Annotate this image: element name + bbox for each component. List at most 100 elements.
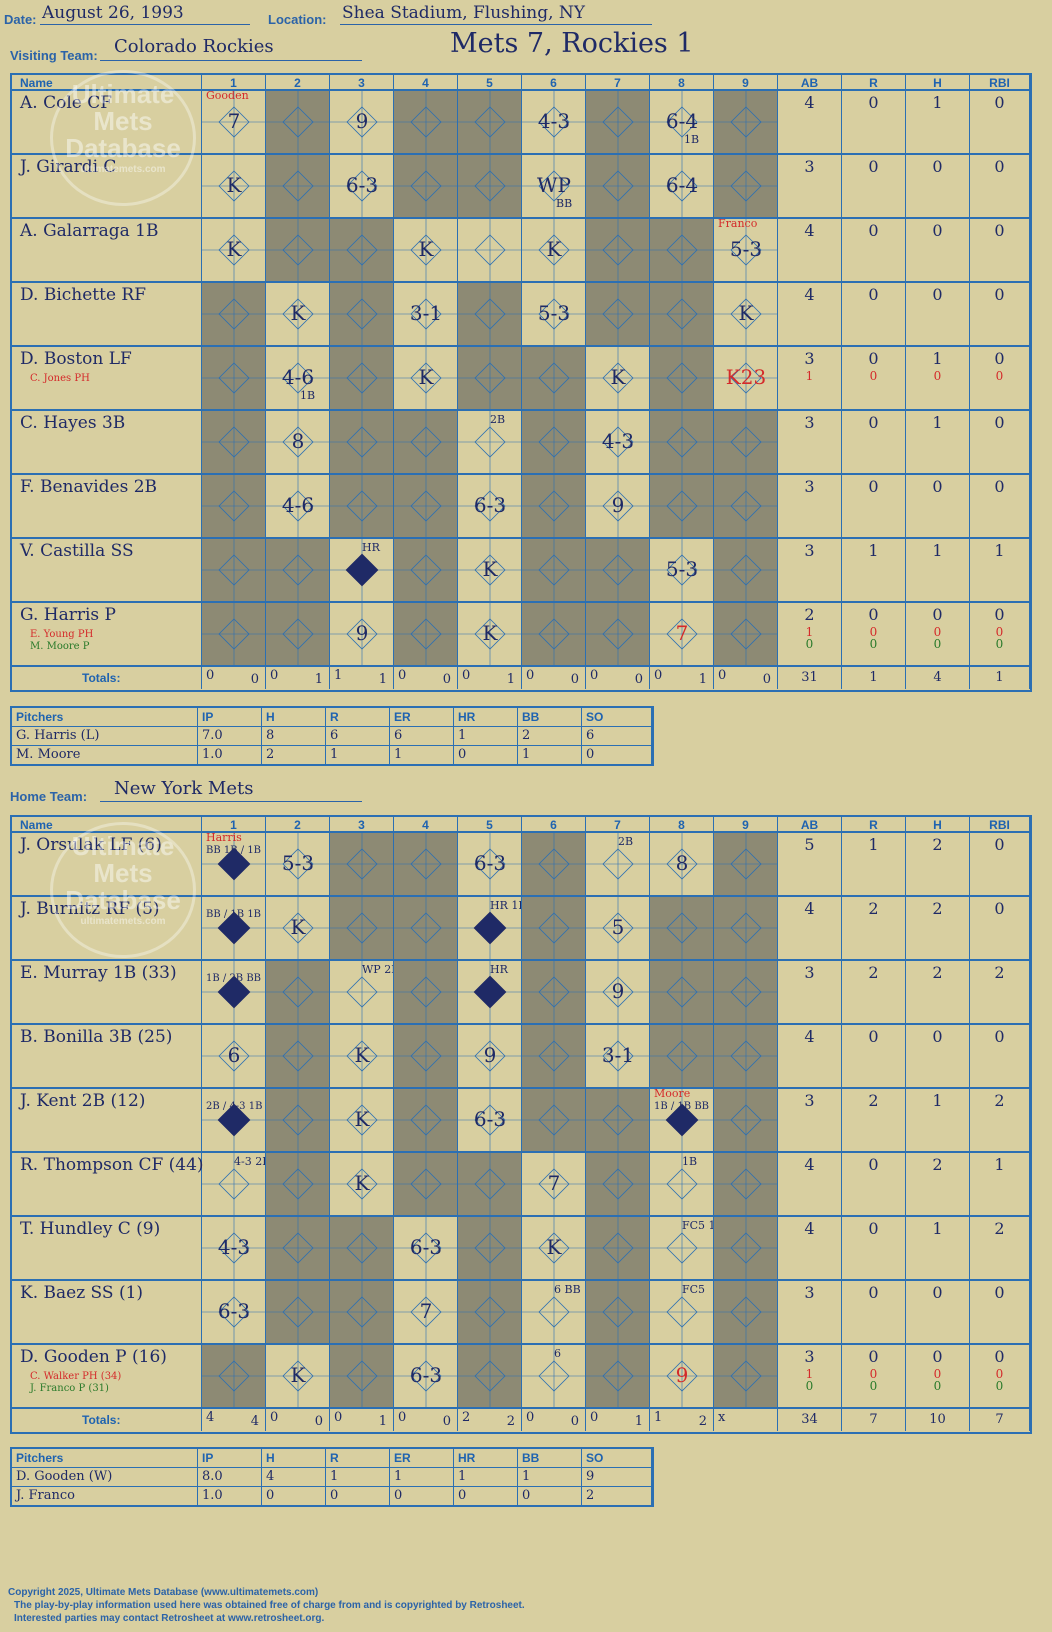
runs-total: 0 (590, 668, 599, 683)
home-stat-h: 2 (906, 833, 970, 895)
stat-value: 0 (932, 221, 943, 240)
runs-total: 0 (270, 668, 279, 683)
base-diamond (266, 1089, 329, 1151)
home-batter-row: K. Baez SS (1) 6-3 7 6 BB FC5 3 0 0 0 (12, 1281, 1030, 1345)
visitors-inning-cell: 6-4 1B (650, 91, 714, 153)
base-diamond (202, 347, 265, 409)
stat-value: 2 (932, 899, 943, 918)
runner-mark: 1B (684, 133, 700, 146)
stat-value: 0 (868, 1283, 879, 1302)
base-diamond (586, 539, 649, 601)
base-diamond (586, 475, 649, 537)
stat-value: 3 (804, 1347, 815, 1366)
visitors-stat-rbi: 0 (970, 283, 1030, 345)
visitors-inning-cell: HR (330, 539, 394, 601)
batter-name: C. Hayes 3B (20, 413, 126, 433)
home-inning-total: x (714, 1409, 778, 1431)
batter-name: E. Murray 1B (33) (20, 963, 177, 983)
home-batter-row: B. Bonilla 3B (25) 6 K 9 3-1 4 0 0 0 (12, 1025, 1030, 1089)
base-diamond (458, 1217, 521, 1279)
pitching-col-header: R (326, 1449, 390, 1467)
home-batter-name-cell: D. Gooden P (16) C. Walker PH (34) J. Fran… (12, 1345, 202, 1407)
play-result: K (738, 301, 754, 325)
game-location: Shea Stadium, Flushing, NY (342, 3, 586, 23)
base-diamond (394, 219, 457, 281)
visitors-stat-ab: 4 (778, 91, 842, 153)
visitors-inning-cell (586, 219, 650, 281)
visitors-stat-h: 0 (906, 219, 970, 281)
pitching-value: 0 (454, 1487, 518, 1505)
pitching-value: 0 (454, 746, 518, 764)
base-diamond (586, 961, 649, 1023)
visitors-inning-cell (586, 91, 650, 153)
base-diamond (458, 1281, 521, 1343)
visiting-team-name: Colorado Rockies (114, 36, 274, 57)
home-inning-cell (714, 1025, 778, 1087)
batter-name: A. Cole CF (20, 93, 113, 113)
stat-value: 4 (804, 221, 815, 240)
runs-total: 0 (398, 1410, 407, 1425)
base-diamond (394, 539, 457, 601)
home-stat-h: 1 (906, 1217, 970, 1279)
visitors-batter-name-cell: A. Galarraga 1B (12, 219, 202, 281)
home-team-label: Home Team: (10, 789, 88, 804)
sub-stat-value: 0 (933, 369, 942, 383)
base-diamond (522, 475, 585, 537)
visitors-inning-cell (330, 283, 394, 345)
base-diamond (266, 833, 329, 895)
home-inning-cell (586, 1281, 650, 1343)
play-result: 6-4 (665, 173, 699, 197)
home-inning-cell (650, 961, 714, 1023)
home-inning-cell (522, 833, 586, 895)
play-result: 6 BB (554, 1283, 581, 1296)
visitors-inning-cell (266, 539, 330, 601)
pitching-value: 0 (326, 1487, 390, 1505)
base-diamond (522, 283, 585, 345)
stat-value: 2 (932, 963, 943, 982)
pitching-value: 1 (454, 727, 518, 745)
visitors-inning-cell (330, 219, 394, 281)
home-stat-h: 2 (906, 961, 970, 1023)
visitors-scorecard: Name 1 2 3 4 5 6 7 8 9 AB R H RBI A. Cole CF Gooden 7 9 4-… (10, 73, 1032, 692)
base-diamond (330, 961, 393, 1023)
stat-value: 4 (804, 1155, 815, 1174)
home-stat-r: 2 (842, 961, 906, 1023)
run-scored-diamond (458, 897, 521, 959)
home-stat-rbi: 1 (970, 1153, 1030, 1215)
home-totals-row: Totals: 4 4 0 0 0 1 0 0 2 2 0 0 0 1 1 2 x 34 7 10 7 (12, 1409, 1030, 1431)
base-diamond (266, 411, 329, 473)
base-diamond (330, 833, 393, 895)
base-diamond (650, 155, 713, 217)
home-inning-cell: 8 (650, 833, 714, 895)
stat-value: 3 (804, 413, 815, 432)
base-diamond (202, 1281, 265, 1343)
visitors-stat-h: 0 (906, 283, 970, 345)
visitors-inning-cell (330, 411, 394, 473)
stat-value: 0 (994, 1027, 1005, 1046)
base-diamond (650, 961, 713, 1023)
home-total-h: 10 (906, 1409, 970, 1431)
play-result: 5-3 (665, 557, 699, 581)
home-stat-ab: 3 (778, 961, 842, 1023)
stat-value: 4 (804, 1219, 815, 1238)
visitors-inning-cell (202, 603, 266, 665)
base-diamond (330, 1153, 393, 1215)
base-advance-marks: 2B / 4-3 1B (206, 1101, 263, 1112)
home-batter-row: E. Murray 1B (33) 1B / 2B BB WP 2B HR 9 3 2 2 2 (12, 961, 1030, 1025)
stat-value: 0 (994, 285, 1005, 304)
base-diamond (522, 833, 585, 895)
base-diamond (586, 1281, 649, 1343)
stat-value: 0 (868, 413, 879, 432)
stat-value: 4 (804, 93, 815, 112)
home-inning-cell (394, 897, 458, 959)
pitching-value: 1 (518, 746, 582, 764)
sub-stat-value: 0 (933, 637, 942, 651)
base-diamond (394, 1217, 457, 1279)
